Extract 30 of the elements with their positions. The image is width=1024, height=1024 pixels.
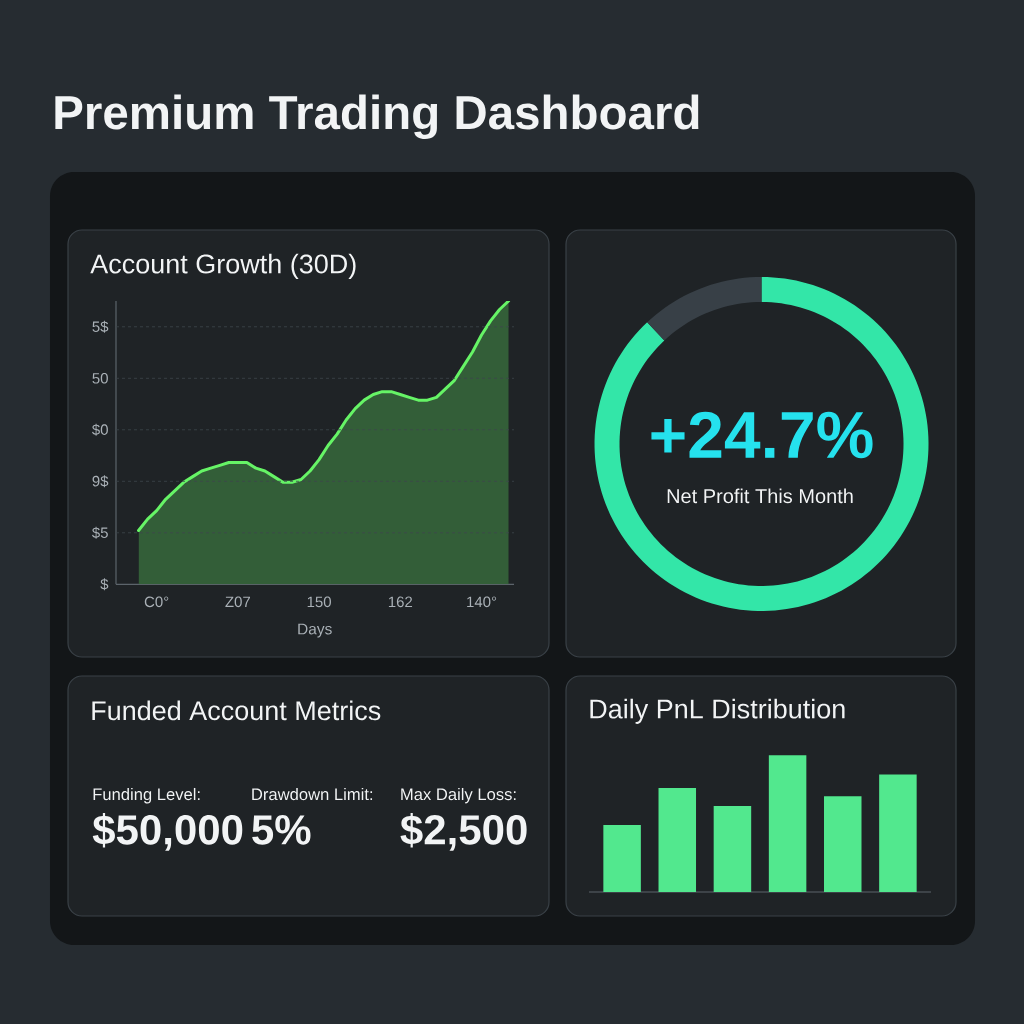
x-tick-label: 140°: [467, 596, 497, 608]
text: 9$: [92, 475, 109, 488]
bar: [713, 805, 752, 892]
x-tick-label: 162: [388, 596, 413, 608]
text: Premium Trading Dashboard: [55, 94, 699, 140]
text: Funded Account Metrics: [92, 700, 381, 721]
text: 50: [92, 372, 108, 384]
x-tick-label: Z07: [225, 596, 251, 608]
text: 5$: [92, 320, 109, 333]
text: 5%: [252, 815, 311, 845]
bar: [768, 755, 807, 892]
text: $2,500: [400, 813, 527, 851]
text: $: [100, 578, 109, 591]
bar: [824, 796, 862, 892]
text: Net Profit This Month: [667, 488, 853, 504]
x-tick-label: 150: [307, 596, 331, 608]
text: Funding Level:: [93, 787, 200, 804]
bar: [603, 825, 641, 892]
chart-title: Daily PnL Distribution: [590, 698, 845, 724]
text: $5: [91, 526, 108, 539]
chart-title: Account Growth (30D): [90, 253, 356, 279]
text: +24.7%: [651, 411, 873, 459]
text: $0: [91, 423, 108, 436]
text: Drawdown Limit:: [252, 787, 373, 801]
text: Max Daily Loss:: [401, 787, 516, 804]
bar: [658, 788, 697, 892]
x-axis-title: Days: [298, 623, 332, 638]
x-tick-label: C0°: [144, 596, 169, 608]
text: $50,000: [92, 813, 243, 851]
bar: [879, 774, 917, 892]
